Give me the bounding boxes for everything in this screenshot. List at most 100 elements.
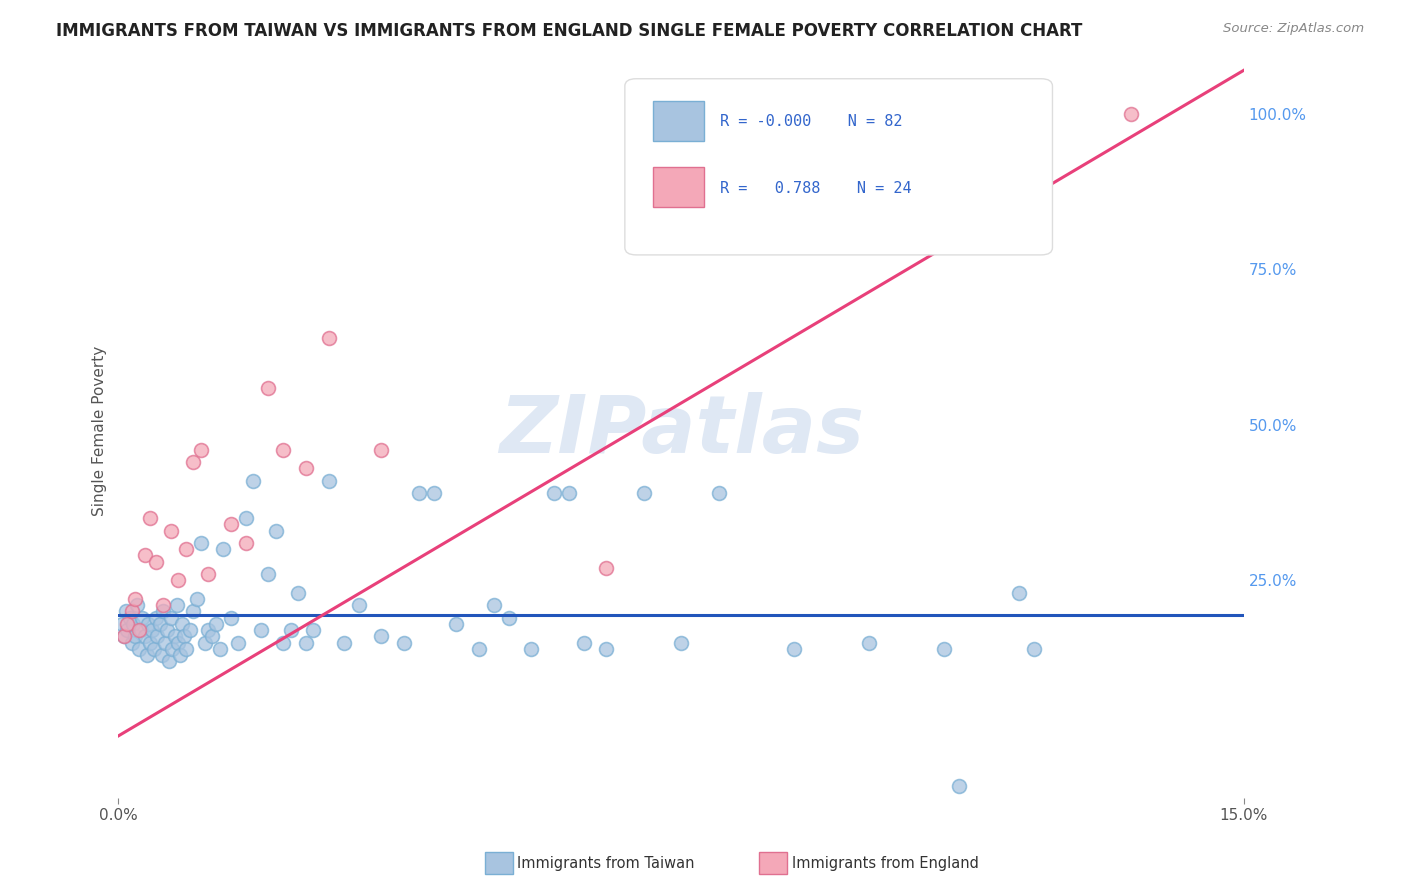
Point — [257, 380, 280, 394]
Point — [543, 486, 565, 500]
Point — [122, 616, 145, 631]
Point — [235, 511, 257, 525]
Point — [139, 635, 162, 649]
Point — [138, 616, 160, 631]
Point — [172, 616, 194, 631]
Point — [174, 641, 197, 656]
Point — [219, 610, 242, 624]
Point — [1008, 586, 1031, 600]
Point — [160, 610, 183, 624]
Point — [205, 616, 228, 631]
Point — [302, 623, 325, 637]
Point — [190, 442, 212, 457]
Point — [150, 648, 173, 662]
Point — [242, 474, 264, 488]
Point — [169, 648, 191, 662]
Point — [163, 629, 186, 643]
Point — [167, 635, 190, 649]
Text: ZIPatlas: ZIPatlas — [499, 392, 863, 470]
Point — [467, 641, 489, 656]
Point — [134, 629, 156, 643]
Point — [370, 629, 392, 643]
Point — [183, 604, 205, 618]
Point — [948, 779, 970, 793]
Point — [156, 623, 179, 637]
Point — [669, 635, 692, 649]
Text: Source: ZipAtlas.com: Source: ZipAtlas.com — [1223, 22, 1364, 36]
Point — [422, 486, 444, 500]
Point — [152, 604, 174, 618]
Point — [633, 486, 655, 500]
Point — [143, 641, 166, 656]
Point — [295, 635, 318, 649]
Point — [149, 616, 172, 631]
Y-axis label: Single Female Poverty: Single Female Poverty — [93, 346, 107, 516]
Point — [782, 641, 804, 656]
Point — [134, 549, 156, 563]
Point — [114, 629, 136, 643]
Point — [250, 623, 273, 637]
Point — [264, 524, 287, 538]
Point — [117, 616, 139, 631]
Text: Immigrants from England: Immigrants from England — [792, 856, 979, 871]
Point — [932, 641, 955, 656]
Point — [139, 511, 162, 525]
FancyBboxPatch shape — [652, 101, 703, 141]
Point — [114, 629, 136, 643]
Point — [332, 635, 354, 649]
Point — [131, 610, 153, 624]
Point — [197, 623, 219, 637]
Point — [136, 648, 159, 662]
Point — [115, 604, 138, 618]
Point — [1121, 107, 1143, 121]
Point — [167, 574, 190, 588]
Point — [273, 635, 295, 649]
Point — [145, 555, 167, 569]
Point — [159, 654, 181, 668]
Point — [273, 442, 295, 457]
Point — [124, 629, 146, 643]
Point — [197, 567, 219, 582]
Point — [370, 442, 392, 457]
Point — [287, 586, 309, 600]
FancyBboxPatch shape — [652, 167, 703, 207]
Point — [318, 331, 340, 345]
Point — [707, 486, 730, 500]
Point — [160, 524, 183, 538]
Point — [121, 604, 143, 618]
Point — [257, 567, 280, 582]
Point — [153, 635, 176, 649]
Point — [117, 623, 139, 637]
Point — [118, 610, 141, 624]
Point — [228, 635, 250, 649]
Point — [572, 635, 595, 649]
Point — [498, 610, 520, 624]
Point — [392, 635, 415, 649]
Text: Immigrants from Taiwan: Immigrants from Taiwan — [517, 856, 695, 871]
Point — [186, 592, 208, 607]
Point — [162, 641, 184, 656]
Point — [173, 629, 195, 643]
Point — [482, 599, 505, 613]
Point — [208, 641, 231, 656]
Point — [212, 542, 235, 557]
Text: R =   0.788    N = 24: R = 0.788 N = 24 — [720, 181, 912, 196]
Point — [128, 623, 150, 637]
Text: R = -0.000    N = 82: R = -0.000 N = 82 — [720, 114, 903, 128]
Point — [444, 616, 467, 631]
Point — [408, 486, 430, 500]
Point — [347, 599, 370, 613]
Point — [858, 635, 880, 649]
Point — [235, 536, 257, 550]
Text: IMMIGRANTS FROM TAIWAN VS IMMIGRANTS FROM ENGLAND SINGLE FEMALE POVERTY CORRELAT: IMMIGRANTS FROM TAIWAN VS IMMIGRANTS FRO… — [56, 22, 1083, 40]
Point — [174, 542, 197, 557]
Point — [146, 629, 169, 643]
Point — [141, 623, 163, 637]
Point — [201, 629, 224, 643]
FancyBboxPatch shape — [624, 78, 1053, 255]
Point — [219, 517, 242, 532]
Point — [121, 635, 143, 649]
Point — [295, 461, 318, 475]
Point — [124, 592, 146, 607]
Point — [152, 599, 174, 613]
